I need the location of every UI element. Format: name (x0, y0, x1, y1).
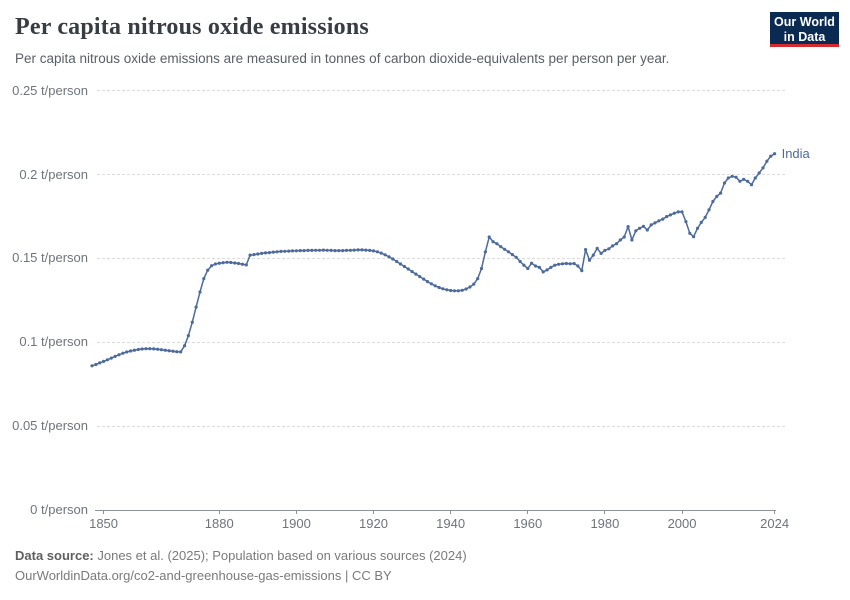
data-source-text: Jones et al. (2025); Population based on… (93, 548, 467, 563)
x-axis-tick-label: 1900 (281, 516, 311, 531)
x-axis-tick-label: 2024 (760, 516, 790, 531)
x-axis-tick-label: 1880 (204, 516, 234, 531)
y-gridline (97, 425, 785, 427)
y-gridline (97, 90, 785, 92)
y-axis-tick-label: 0.2 t/person (0, 166, 90, 182)
x-axis-tick-label: 1920 (359, 516, 388, 531)
x-axis-tick (218, 510, 220, 514)
x-axis-tick-label: 2000 (667, 516, 697, 531)
chart-footer: Data source: Jones et al. (2025); Popula… (15, 546, 467, 586)
y-axis-tick-label: 0 t/person (0, 502, 90, 517)
series-markers-india (90, 152, 777, 368)
x-axis-tick (681, 510, 683, 514)
x-axis-tick (450, 510, 452, 514)
y-gridline (97, 174, 785, 176)
x-axis-tick-label: 1960 (513, 516, 543, 531)
owid-logo-line2: in Data (783, 30, 826, 44)
x-axis-tick (373, 510, 375, 514)
page-title: Per capita nitrous oxide emissions (15, 14, 369, 40)
x-axis-line (95, 509, 776, 511)
y-axis-tick-label: 0.25 t/person (0, 82, 90, 98)
x-axis-tick (295, 510, 297, 514)
x-axis-tick-label: 1980 (590, 516, 620, 531)
y-gridline (97, 341, 785, 343)
license-line[interactable]: OurWorldinData.org/co2-and-greenhouse-ga… (15, 568, 392, 583)
data-source-label: Data source: (15, 548, 94, 563)
y-axis-tick-label: 0.15 t/person (0, 250, 90, 266)
owid-logo-line1: Our World (774, 15, 835, 29)
x-axis-tick (604, 510, 606, 514)
x-axis-tick-label: 1850 (89, 516, 119, 531)
series-label-india[interactable]: India (781, 145, 810, 161)
owid-logo[interactable]: Our World in Data (770, 12, 839, 47)
y-gridline (97, 257, 785, 259)
y-axis-tick-label: 0.1 t/person (0, 334, 90, 350)
series-line-india[interactable] (91, 153, 776, 367)
x-axis-tick-label: 1940 (436, 516, 466, 531)
chart-subtitle: Per capita nitrous oxide emissions are m… (15, 51, 670, 66)
data-source-line: Data source: Jones et al. (2025); Popula… (15, 546, 467, 566)
x-axis-tick (103, 510, 105, 514)
x-axis-tick (774, 510, 776, 514)
x-axis-tick (527, 510, 529, 514)
y-axis-tick-label: 0.05 t/person (0, 418, 90, 434)
